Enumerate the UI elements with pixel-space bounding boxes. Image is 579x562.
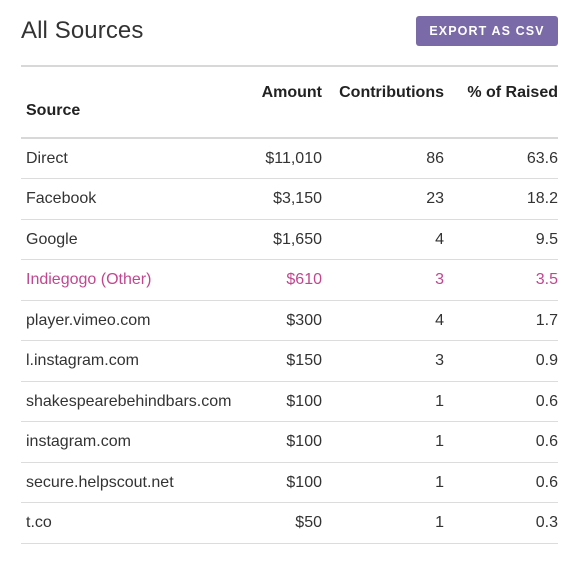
panel-header: All Sources EXPORT AS CSV [21,14,558,48]
column-header-contributions[interactable]: Contributions [339,84,444,101]
table-body: Direct $11,010 86 63.6 Facebook $3,150 23 18.2 G… [21,138,558,544]
source-cell: Direct [21,138,249,179]
amount-cell: $1,650 [249,219,322,260]
contributions-cell: 86 [322,138,444,179]
table-row: l.instagram.com $150 3 0.9 [21,340,558,382]
percent-raised-cell: 0.6 [444,421,558,463]
contributions-cell: 3 [322,340,444,382]
percent-raised-cell: 9.5 [444,219,558,260]
source-cell: Google [21,219,249,260]
source-cell: instagram.com [21,421,249,463]
table-header-row: Source Amount Contributions % of Raised [21,66,558,138]
percent-raised-cell: 0.6 [444,381,558,422]
source-cell: secure.helpscout.net [21,462,249,503]
amount-cell: $50 [249,502,322,544]
table-row: instagram.com $100 1 0.6 [21,421,558,463]
percent-raised-cell: 0.3 [444,502,558,544]
table-row: Facebook $3,150 23 18.2 [21,178,558,220]
amount-cell: $100 [249,421,322,463]
table-row: Indiegogo (Other) $610 3 3.5 [21,259,558,301]
contributions-cell: 1 [322,502,444,544]
table-row: secure.helpscout.net $100 1 0.6 [21,462,558,503]
page-title: All Sources [21,17,144,44]
percent-raised-cell: 0.9 [444,340,558,382]
amount-cell: $11,010 [249,138,322,179]
contributions-cell: 23 [322,178,444,220]
table-row: Google $1,650 4 9.5 [21,219,558,260]
source-cell: Facebook [21,178,249,220]
sources-table-container: Source Amount Contributions % of Raised … [21,65,558,544]
source-cell: t.co [21,502,249,544]
export-csv-button[interactable]: EXPORT AS CSV [416,16,558,46]
contributions-cell: 1 [322,421,444,463]
table-row: player.vimeo.com $300 4 1.7 [21,300,558,341]
table-row: t.co $50 1 0.3 [21,502,558,544]
source-cell: player.vimeo.com [21,300,249,341]
column-header-percent-raised[interactable]: % of Raised [467,84,558,101]
contributions-cell: 1 [322,462,444,503]
percent-raised-cell: 0.6 [444,462,558,503]
amount-cell: $3,150 [249,178,322,220]
column-header-source[interactable]: Source [26,102,81,119]
source-cell: l.instagram.com [21,340,249,382]
contributions-cell: 4 [322,300,444,341]
table-row: Direct $11,010 86 63.6 [21,138,558,179]
percent-raised-cell: 3.5 [444,259,558,301]
percent-raised-cell: 1.7 [444,300,558,341]
contributions-cell: 3 [322,259,444,301]
amount-cell: $100 [249,381,322,422]
column-header-amount[interactable]: Amount [261,84,322,101]
amount-cell: $100 [249,462,322,503]
table-row: shakespearebehindbars.com $100 1 0.6 [21,381,558,422]
sources-table: Source Amount Contributions % of Raised … [21,65,558,544]
source-cell: Indiegogo (Other) [21,259,249,301]
percent-raised-cell: 63.6 [444,138,558,179]
source-cell: shakespearebehindbars.com [21,381,249,422]
percent-raised-cell: 18.2 [444,178,558,220]
contributions-cell: 4 [322,219,444,260]
contributions-cell: 1 [322,381,444,422]
amount-cell: $610 [249,259,322,301]
amount-cell: $150 [249,340,322,382]
amount-cell: $300 [249,300,322,341]
